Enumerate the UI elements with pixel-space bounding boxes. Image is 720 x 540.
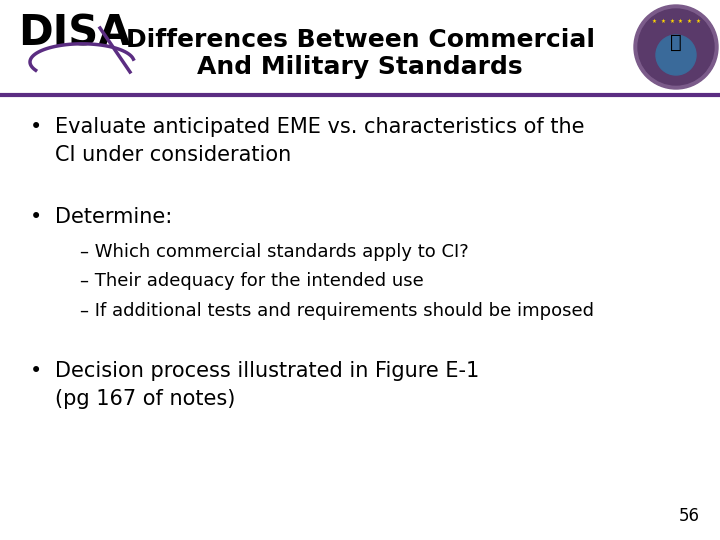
- Text: ★: ★: [660, 18, 665, 24]
- Circle shape: [656, 35, 696, 75]
- Text: Evaluate anticipated EME vs. characteristics of the
CI under consideration: Evaluate anticipated EME vs. characteris…: [55, 117, 585, 165]
- Circle shape: [638, 9, 714, 85]
- Text: – Which commercial standards apply to CI?: – Which commercial standards apply to CI…: [80, 243, 469, 261]
- Text: ★: ★: [669, 18, 674, 24]
- Circle shape: [634, 5, 718, 89]
- Text: ★: ★: [696, 18, 701, 24]
- Text: •: •: [30, 361, 42, 381]
- Text: Differences Between Commercial: Differences Between Commercial: [125, 28, 595, 52]
- Text: – Their adequacy for the intended use: – Their adequacy for the intended use: [80, 272, 424, 291]
- Text: ★: ★: [678, 18, 683, 24]
- Text: ★: ★: [652, 18, 657, 24]
- Bar: [0, 0, 720, 95]
- Text: Decision process illustrated in Figure E-1
(pg 167 of notes): Decision process illustrated in Figure E…: [55, 361, 480, 409]
- Text: ★: ★: [687, 18, 692, 24]
- Text: DISA: DISA: [18, 12, 130, 54]
- Text: •: •: [30, 207, 42, 227]
- Text: Determine:: Determine:: [55, 207, 172, 227]
- Text: 🦅: 🦅: [670, 32, 682, 51]
- Text: •: •: [30, 117, 42, 137]
- Text: – If additional tests and requirements should be imposed: – If additional tests and requirements s…: [80, 302, 594, 320]
- Text: And Military Standards: And Military Standards: [197, 55, 523, 79]
- Text: 56: 56: [679, 507, 700, 525]
